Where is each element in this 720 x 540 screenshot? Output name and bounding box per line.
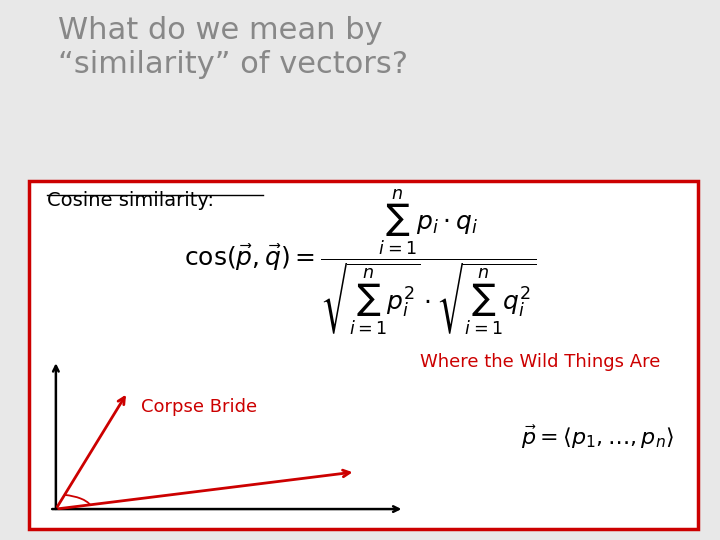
FancyBboxPatch shape [29, 181, 698, 529]
Text: What do we mean by
“similarity” of vectors?: What do we mean by “similarity” of vecto… [58, 16, 408, 79]
Text: $\vec{p} = \langle p_1, \ldots, p_n \rangle$: $\vec{p} = \langle p_1, \ldots, p_n \ran… [521, 424, 674, 451]
Text: $\cos(\vec{p},\vec{q}) = \dfrac{\sum_{i=1}^{n} p_i \cdot q_i}{\sqrt{\sum_{i=1}^{: $\cos(\vec{p},\vec{q}) = \dfrac{\sum_{i=… [184, 187, 536, 337]
Text: Cosine similarity:: Cosine similarity: [47, 191, 214, 210]
Text: Where the Wild Things Are: Where the Wild Things Are [420, 353, 660, 371]
Text: Corpse Bride: Corpse Bride [140, 397, 256, 416]
